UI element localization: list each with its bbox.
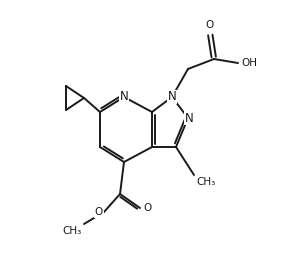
Text: O: O: [206, 20, 214, 30]
Text: N: N: [168, 90, 176, 103]
Text: OH: OH: [241, 58, 257, 68]
Text: CH₃: CH₃: [196, 177, 215, 187]
Text: N: N: [120, 90, 128, 103]
Text: O: O: [95, 207, 103, 217]
Text: CH₃: CH₃: [63, 226, 82, 236]
Text: N: N: [185, 112, 193, 124]
Text: O: O: [143, 203, 151, 213]
